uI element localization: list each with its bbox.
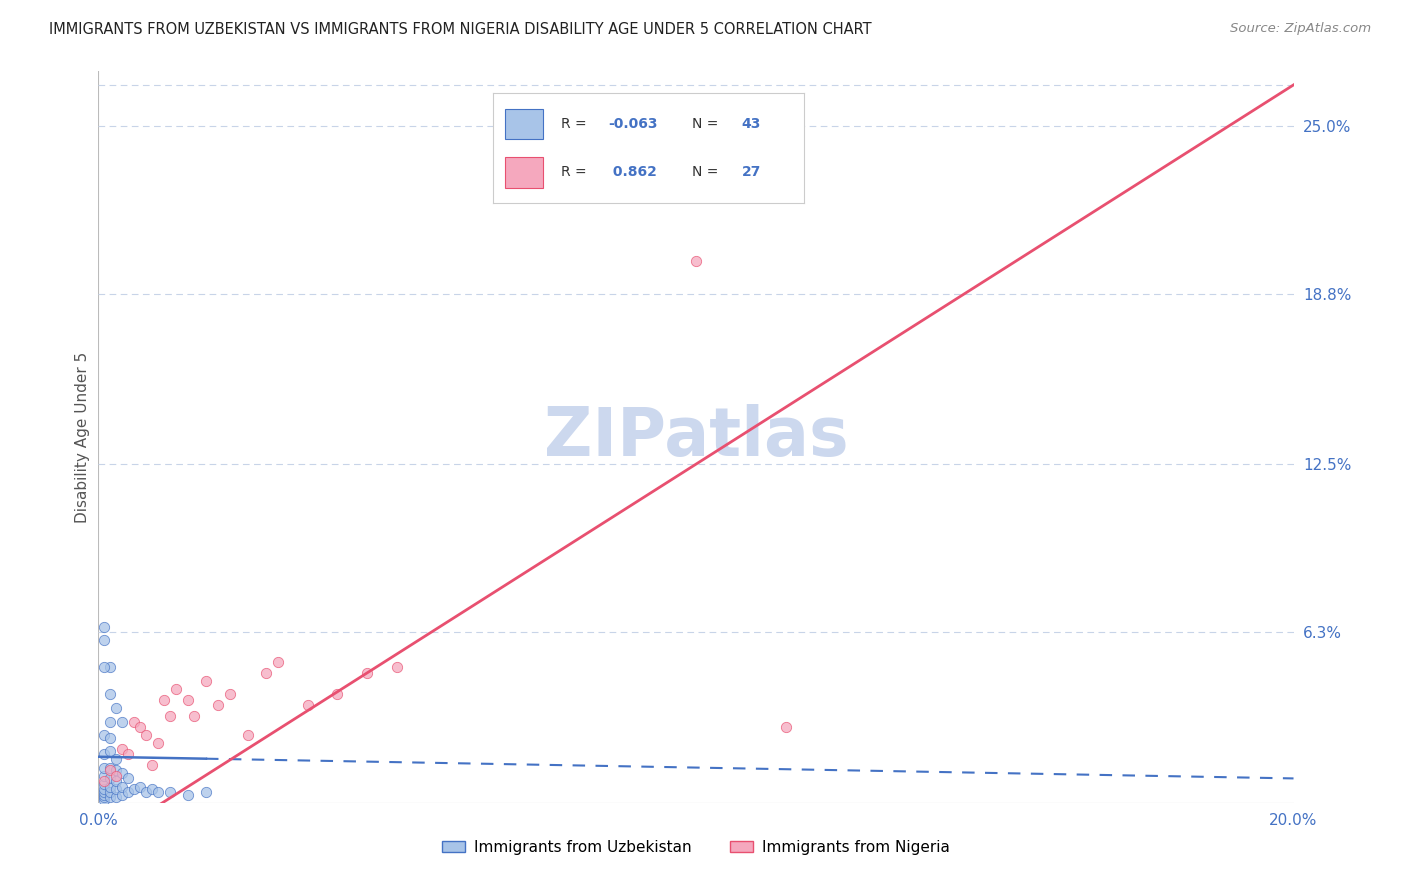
Point bbox=[105, 769, 128, 783]
Point bbox=[165, 681, 187, 696]
Point bbox=[111, 714, 134, 729]
Point bbox=[93, 777, 115, 791]
Point bbox=[135, 785, 157, 799]
Point bbox=[111, 766, 134, 780]
Point bbox=[297, 698, 319, 713]
Point bbox=[254, 665, 277, 680]
Y-axis label: Disability Age Under 5: Disability Age Under 5 bbox=[75, 351, 90, 523]
Point bbox=[98, 714, 122, 729]
Point bbox=[129, 720, 152, 734]
Point bbox=[141, 782, 163, 797]
Point bbox=[98, 764, 122, 778]
Point bbox=[93, 785, 115, 799]
Point bbox=[98, 790, 122, 805]
Text: IMMIGRANTS FROM UZBEKISTAN VS IMMIGRANTS FROM NIGERIA DISABILITY AGE UNDER 5 COR: IMMIGRANTS FROM UZBEKISTAN VS IMMIGRANTS… bbox=[49, 22, 872, 37]
Point bbox=[159, 709, 181, 723]
Point bbox=[98, 772, 122, 786]
Point bbox=[195, 673, 218, 688]
Point bbox=[177, 693, 200, 707]
Point bbox=[105, 752, 128, 766]
Point bbox=[111, 741, 134, 756]
Point bbox=[148, 785, 170, 799]
Point bbox=[93, 769, 115, 783]
Point bbox=[93, 728, 115, 742]
Point bbox=[98, 761, 122, 775]
Point bbox=[183, 709, 205, 723]
Point bbox=[117, 772, 139, 786]
Point bbox=[93, 633, 115, 648]
Point bbox=[93, 782, 115, 797]
Point bbox=[93, 660, 115, 674]
Point bbox=[98, 744, 122, 758]
Point bbox=[105, 774, 128, 789]
Point bbox=[93, 620, 115, 634]
Point bbox=[135, 728, 157, 742]
Text: ZIPatlas: ZIPatlas bbox=[544, 404, 848, 470]
Point bbox=[98, 780, 122, 794]
Point bbox=[385, 660, 409, 674]
Point bbox=[236, 728, 259, 742]
Point bbox=[148, 736, 170, 750]
Point bbox=[93, 793, 115, 807]
Point bbox=[105, 782, 128, 797]
Point bbox=[98, 660, 122, 674]
Point bbox=[356, 665, 378, 680]
Point bbox=[93, 774, 115, 789]
Point bbox=[93, 790, 115, 805]
Point bbox=[124, 714, 146, 729]
Point bbox=[207, 698, 229, 713]
Point bbox=[159, 785, 181, 799]
Point bbox=[775, 720, 797, 734]
Point bbox=[93, 747, 115, 761]
Point bbox=[98, 731, 122, 745]
Point bbox=[98, 688, 122, 702]
Point bbox=[93, 761, 115, 775]
Point bbox=[153, 693, 176, 707]
Point bbox=[219, 688, 242, 702]
Point bbox=[141, 757, 163, 772]
Point bbox=[124, 782, 146, 797]
Point bbox=[117, 785, 139, 799]
Point bbox=[195, 785, 218, 799]
Point bbox=[93, 788, 115, 802]
Text: Source: ZipAtlas.com: Source: ZipAtlas.com bbox=[1230, 22, 1371, 36]
Point bbox=[267, 655, 290, 669]
Point bbox=[685, 254, 707, 268]
Point bbox=[105, 701, 128, 715]
Legend: Immigrants from Uzbekistan, Immigrants from Nigeria: Immigrants from Uzbekistan, Immigrants f… bbox=[436, 834, 956, 861]
Point bbox=[105, 764, 128, 778]
Point bbox=[326, 688, 349, 702]
Point bbox=[129, 780, 152, 794]
Point bbox=[117, 747, 139, 761]
Point bbox=[111, 788, 134, 802]
Point bbox=[105, 790, 128, 805]
Point bbox=[98, 785, 122, 799]
Point bbox=[177, 788, 200, 802]
Point bbox=[111, 780, 134, 794]
